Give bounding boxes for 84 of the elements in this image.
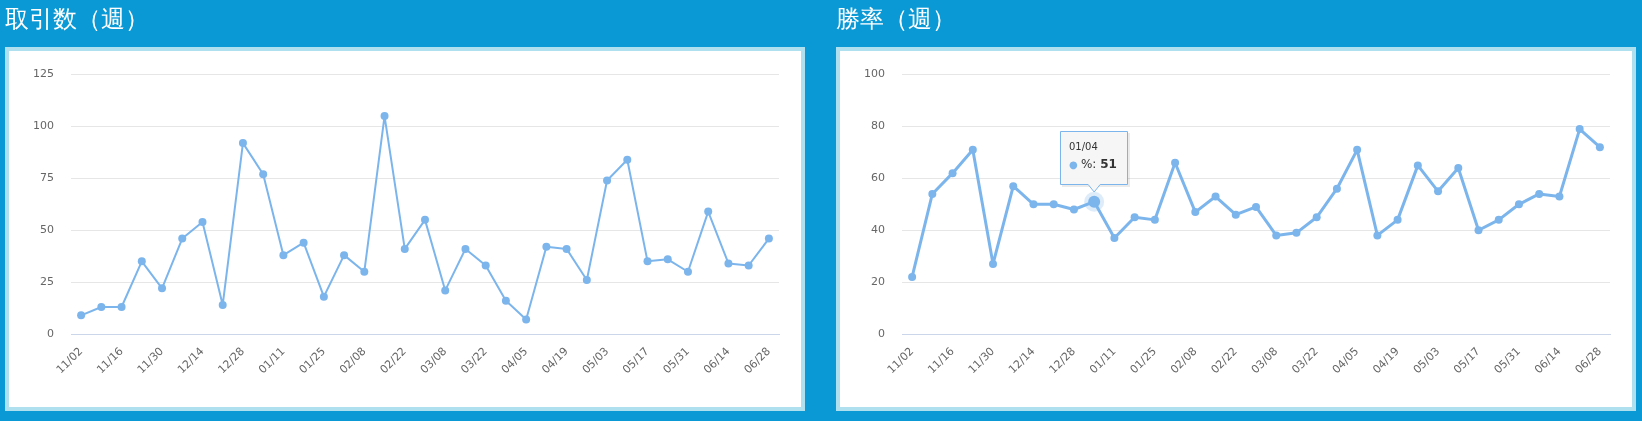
point (1211, 192, 1220, 201)
point (724, 259, 733, 268)
point (1231, 210, 1240, 219)
point (1049, 200, 1058, 209)
y-tick-label: 25 (40, 274, 54, 288)
point (218, 300, 227, 309)
point (117, 303, 126, 312)
point (1434, 187, 1443, 196)
chart-title: 勝率（週） (836, 4, 956, 35)
point (1312, 213, 1321, 222)
point (542, 242, 551, 251)
point (1332, 184, 1341, 193)
annotation: 01/04 ● %: 51 (1069, 140, 1117, 172)
point (562, 244, 571, 253)
point (481, 261, 490, 270)
point (1292, 228, 1301, 237)
point (704, 207, 713, 216)
point (380, 112, 389, 121)
y-tick-label: 0 (878, 326, 885, 340)
point (319, 292, 328, 301)
point (501, 296, 510, 305)
point (1110, 234, 1119, 243)
y-tick-label: 80 (871, 119, 885, 133)
point (97, 303, 106, 312)
point (1252, 202, 1260, 211)
point (1393, 215, 1402, 224)
point (1353, 145, 1362, 154)
point (683, 267, 692, 276)
point (158, 284, 167, 293)
point (1535, 189, 1544, 198)
point (948, 169, 957, 178)
point (279, 251, 288, 260)
point (400, 244, 409, 253)
point (1595, 143, 1604, 152)
point (421, 215, 429, 224)
point (1494, 215, 1503, 224)
point (1130, 213, 1139, 222)
point (643, 257, 652, 266)
point (603, 176, 612, 185)
y-tick-label: 40 (871, 223, 885, 237)
point (968, 145, 977, 154)
point (1474, 226, 1483, 235)
y-tick-label: 100 (33, 119, 54, 133)
point (1029, 200, 1038, 209)
point (1009, 182, 1018, 191)
y-tick-label: 60 (871, 171, 885, 185)
y-tick-label: 75 (40, 171, 54, 185)
y-tick-label: 50 (40, 223, 54, 237)
point (259, 170, 268, 179)
point (928, 189, 937, 198)
point (989, 259, 998, 268)
point (663, 255, 672, 264)
y-tick-label: 0 (47, 326, 54, 340)
point (77, 311, 86, 320)
point (1413, 161, 1422, 170)
point (1069, 205, 1078, 214)
point (744, 261, 753, 270)
point (198, 217, 207, 226)
point (340, 251, 349, 260)
chart-title: 取引数（週） (5, 4, 149, 35)
y-tick-label: 100 (864, 67, 885, 81)
point (522, 315, 531, 324)
point (1454, 163, 1463, 172)
point (1373, 231, 1382, 240)
point (1171, 158, 1180, 167)
point (178, 234, 187, 243)
point (1272, 231, 1281, 240)
point (360, 267, 369, 276)
point (1150, 215, 1159, 224)
point (1514, 200, 1523, 209)
point (908, 272, 917, 281)
point (461, 244, 470, 253)
point (1191, 208, 1200, 217)
y-tick-label: 20 (871, 274, 885, 288)
point (137, 257, 146, 266)
point (1555, 192, 1564, 201)
point (441, 286, 450, 295)
point (299, 238, 308, 247)
y-tick-label: 125 (33, 67, 54, 81)
point (238, 139, 247, 148)
point (1575, 125, 1584, 134)
point (623, 155, 632, 164)
point (582, 276, 591, 285)
point (764, 234, 773, 243)
